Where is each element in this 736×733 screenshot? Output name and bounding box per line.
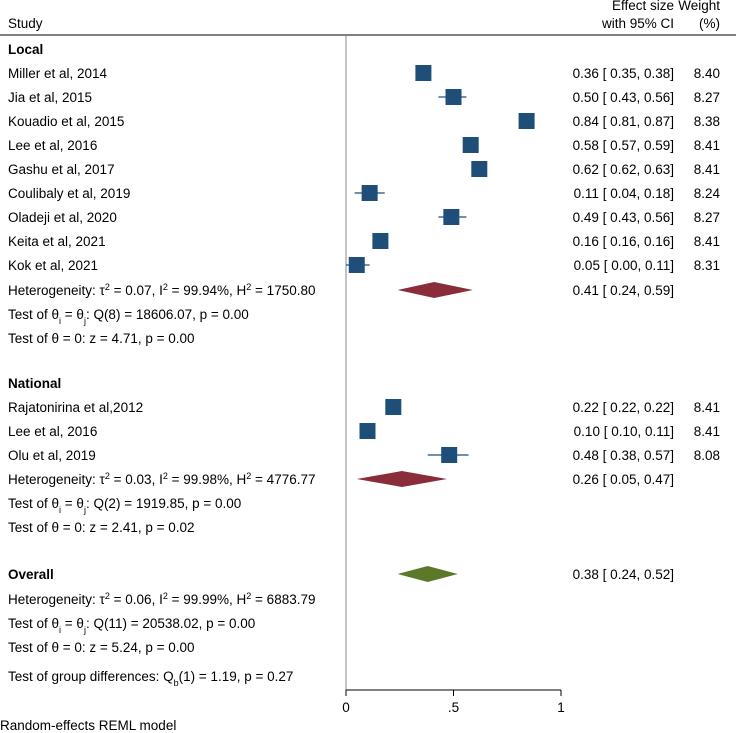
study-label: Lee et al, 2016 — [8, 424, 97, 439]
study-label: Olu et al, 2019 — [8, 448, 96, 463]
heterogeneity-text: Heterogeneity: τ2 = 0.03, I2 = 99.98%, H… — [8, 471, 315, 487]
text-layer: Study Effect size with 95% CI Weight (%) Loca… — [0, 0, 720, 733]
footnote-model: Random-effects REML model — [0, 718, 176, 733]
pooled-diamond-overall — [397, 566, 458, 582]
study-label: Keita et al, 2021 — [8, 234, 106, 249]
study-label: Coulibaly et al, 2019 — [8, 186, 130, 201]
effect-ci-text: 0.10 [ 0.10, 0.11] — [574, 424, 674, 439]
x-tick-label: .5 — [448, 700, 459, 715]
effect-square — [372, 233, 389, 249]
pooled-ci-text: 0.41 [ 0.24, 0.59] — [573, 283, 674, 298]
effect-ci-text: 0.11 [ 0.04, 0.18] — [574, 186, 674, 201]
effect-square — [441, 447, 458, 463]
study-label: Rajatonirina et al,2012 — [8, 400, 143, 415]
overall-title: Overall — [8, 567, 54, 582]
effect-ci-text: 0.84 [ 0.81, 0.87] — [573, 114, 674, 129]
group-title-national: National — [8, 376, 61, 391]
group-title-local: Local — [8, 42, 43, 57]
effect-ci-text: 0.62 [ 0.62, 0.63] — [573, 162, 674, 177]
effect-square — [415, 65, 432, 81]
weight-text: 8.27 — [694, 90, 720, 105]
pooled-diamond-national — [356, 471, 448, 487]
study-label: Miller et al, 2014 — [8, 66, 108, 81]
effect-square — [385, 399, 402, 415]
weight-text: 8.41 — [694, 138, 720, 153]
study-label: Gashu et al, 2017 — [8, 162, 115, 177]
study-label: Kouadio et al, 2015 — [8, 114, 124, 129]
effect-square — [445, 89, 462, 105]
effect-ci-text: 0.48 [ 0.38, 0.57] — [573, 448, 674, 463]
weight-text: 8.41 — [694, 234, 720, 249]
test-theta-equal-text: Test of θi = θj: Q(8) = 18606.07, p = 0.… — [8, 307, 249, 326]
heterogeneity-text: Heterogeneity: τ2 = 0.07, I2 = 99.94%, H… — [8, 282, 315, 298]
test-theta-zero-text: Test of θ = 0: z = 2.41, p = 0.02 — [8, 520, 195, 535]
effect-square — [471, 161, 488, 177]
x-tick-label: 1 — [557, 700, 565, 715]
effect-square — [359, 423, 376, 439]
effect-ci-text: 0.49 [ 0.43, 0.56] — [573, 210, 674, 225]
weight-text: 8.27 — [694, 210, 720, 225]
weight-text: 8.40 — [694, 66, 720, 81]
study-label: Jia et al, 2015 — [8, 90, 92, 105]
pooled-ci-text: 0.38 [ 0.24, 0.52] — [573, 567, 674, 582]
effect-ci-text: 0.16 [ 0.16, 0.16] — [573, 234, 674, 249]
weight-text: 8.41 — [694, 162, 720, 177]
effect-ci-text: 0.22 [ 0.22, 0.22] — [573, 400, 674, 415]
effect-ci-text: 0.36 [ 0.35, 0.38] — [573, 66, 674, 81]
header-weight: Weight — [678, 0, 720, 13]
header-weight-unit: (%) — [699, 16, 720, 31]
header-study: Study — [8, 16, 43, 31]
effect-square — [443, 209, 460, 225]
effect-square — [462, 137, 479, 153]
test-theta-zero-text: Test of θ = 0: z = 5.24, p = 0.00 — [8, 640, 195, 655]
test-theta-equal-text: Test of θi = θj: Q(2) = 1919.85, p = 0.0… — [8, 496, 241, 515]
heterogeneity-text: Heterogeneity: τ2 = 0.06, I2 = 99.99%, H… — [8, 591, 315, 607]
study-label: Oladeji et al, 2020 — [8, 210, 117, 225]
weight-text: 8.31 — [694, 258, 720, 273]
pooled-ci-text: 0.26 [ 0.05, 0.47] — [573, 472, 674, 487]
effect-square — [518, 113, 535, 129]
weight-text: 8.08 — [694, 448, 720, 463]
weight-text: 8.41 — [694, 400, 720, 415]
weight-text: 8.38 — [694, 114, 720, 129]
effect-ci-text: 0.58 [ 0.57, 0.59] — [573, 138, 674, 153]
group-differences-text: Test of group differences: Qb(1) = 1.19,… — [8, 669, 293, 688]
marks-layer — [346, 65, 535, 582]
x-tick-label: 0 — [342, 700, 350, 715]
test-theta-zero-text: Test of θ = 0: z = 4.71, p = 0.00 — [8, 331, 195, 346]
weight-text: 8.41 — [694, 424, 720, 439]
effect-square — [348, 257, 365, 273]
test-theta-equal-text: Test of θi = θj: Q(11) = 20538.02, p = 0… — [8, 616, 255, 635]
effect-ci-text: 0.50 [ 0.43, 0.56] — [573, 90, 674, 105]
reference-layer — [0, 34, 736, 696]
weight-text: 8.24 — [694, 186, 721, 201]
pooled-diamond-local — [397, 282, 473, 298]
header-effect-size: Effect size — [612, 0, 674, 13]
effect-ci-text: 0.05 [ 0.00, 0.11] — [574, 258, 674, 273]
header-ci: with 95% CI — [601, 16, 674, 31]
study-label: Kok et al, 2021 — [8, 258, 98, 273]
study-label: Lee et al, 2016 — [8, 138, 97, 153]
effect-square — [361, 185, 378, 201]
